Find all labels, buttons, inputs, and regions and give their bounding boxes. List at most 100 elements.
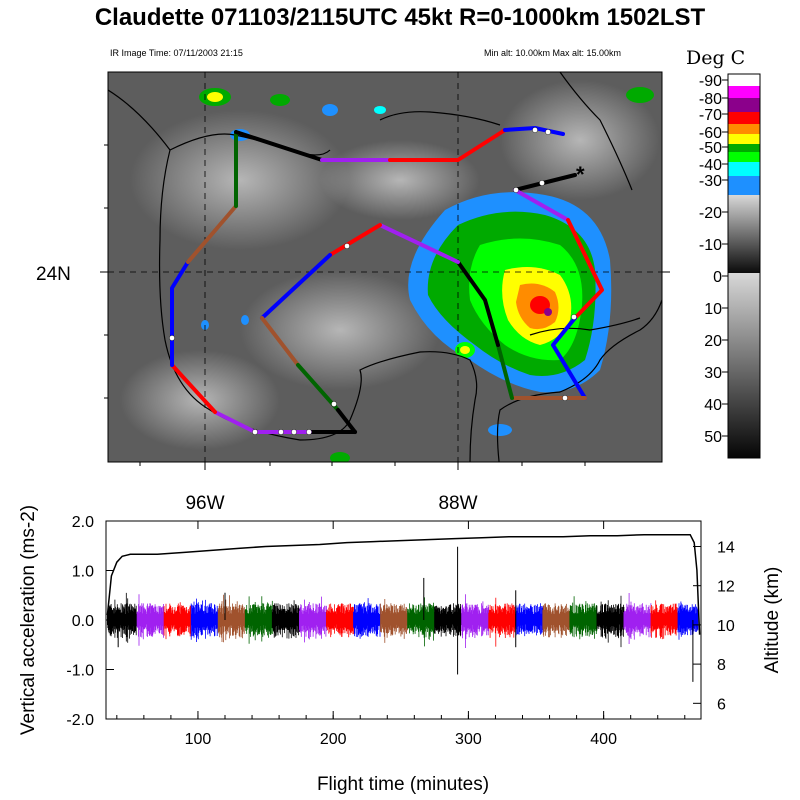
altitude-range: Min alt: 10.00km Max alt: 15.00km (484, 48, 622, 58)
colorbar-label: 50 (704, 429, 722, 446)
colorbar-swatch (728, 144, 760, 152)
acceleration-segment (136, 594, 165, 646)
acceleration-segment (407, 597, 435, 647)
dropsonde-point (252, 429, 258, 435)
x-tick-label: 300 (455, 731, 482, 748)
y-right-tick-label: 12 (717, 579, 735, 596)
acceleration-trace (515, 603, 544, 637)
acceleration-segment (434, 603, 462, 637)
dropsonde-point (532, 127, 538, 133)
acceleration-segment (271, 600, 300, 639)
acceleration-segment (461, 594, 489, 648)
colorbar-label: -60 (699, 125, 722, 142)
colorbar-label: 0 (713, 269, 722, 286)
track-leg (260, 253, 332, 320)
acceleration-trace (542, 603, 571, 638)
colorbar-label: -30 (699, 173, 722, 190)
acceleration-segment (353, 598, 381, 639)
track-leg (456, 260, 500, 347)
x-axis-label: Flight time (minutes) (317, 774, 489, 795)
colorbar-swatch (728, 134, 760, 144)
track-leg (336, 408, 357, 434)
colorbar-swatch (728, 112, 760, 124)
flight-dropsondes (169, 127, 577, 435)
colorbar-swatch (728, 176, 760, 195)
y-tick-label: 2.0 (72, 514, 94, 531)
map-frame (107, 71, 663, 463)
x-tick-label: 100 (185, 731, 212, 748)
cloud-area (240, 270, 440, 390)
x-tick-label: 400 (590, 731, 617, 748)
colorbar-label: -70 (699, 107, 722, 124)
altitude-line (106, 533, 701, 635)
track-leg (513, 188, 570, 222)
acceleration-segment (623, 593, 652, 644)
dropsonde-point (331, 401, 337, 407)
colorbar-frame (727, 73, 761, 459)
acceleration-trace (596, 595, 625, 648)
lon-label: 88W (438, 493, 477, 514)
dropsonde-point (344, 243, 350, 249)
flight-track (170, 126, 604, 434)
acceleration-segment (299, 596, 327, 643)
acceleration-trace (650, 600, 679, 640)
acceleration-trace (190, 598, 219, 642)
colorbar-swatch (728, 124, 760, 134)
acceleration-trace (163, 602, 192, 640)
track-leg (496, 343, 514, 400)
track-leg (388, 128, 507, 162)
colorbar-label: -50 (699, 140, 722, 157)
dropsonde-point (306, 429, 312, 435)
acceleration-segment (326, 603, 354, 638)
acceleration-segment (596, 595, 625, 648)
acceleration-trace (623, 593, 652, 644)
colorbar-label: 40 (704, 397, 722, 414)
colorbar-label: -80 (699, 91, 722, 108)
colorbar-title: Deg C (686, 47, 745, 69)
colorbar-label: -90 (699, 73, 722, 90)
cloud-area (500, 80, 660, 200)
lon-label: 96W (185, 493, 224, 514)
y-tick-label: 1.0 (72, 564, 94, 581)
colorbar-label: -20 (699, 205, 722, 222)
cloud-cells (199, 87, 654, 462)
acceleration-trace (488, 597, 517, 647)
acceleration-trace (107, 592, 138, 643)
track-leg (566, 218, 604, 320)
acceleration-segment (488, 597, 517, 647)
acceleration-series (107, 546, 699, 682)
track-leg (234, 130, 324, 162)
acceleration-segment (107, 592, 138, 643)
acceleration-trace (326, 603, 354, 638)
acceleration-trace (434, 603, 462, 637)
dropsonde-point (278, 429, 284, 435)
cloud-area (130, 110, 350, 250)
acceleration-trace (461, 594, 489, 648)
acceleration-trace (407, 597, 435, 647)
track-leg (513, 173, 577, 192)
acceleration-segment (217, 594, 246, 643)
y-tick-label: -1.0 (66, 663, 94, 680)
acceleration-segment (542, 603, 571, 638)
dropsonde-point (169, 335, 175, 341)
y-right-tick-label: 6 (717, 696, 726, 713)
acceleration-trace (244, 596, 273, 644)
acceleration-trace (217, 594, 246, 643)
ir-image-time: IR Image Time: 07/11/2003 21:15 (110, 48, 243, 58)
acceleration-trace (299, 596, 327, 643)
acceleration-segment (650, 600, 679, 640)
colorbar: Deg C -90-80-70-60-50-40-30 -20 -10 0 10 20 30… (686, 47, 761, 459)
colorbar-label: 10 (704, 301, 722, 318)
colorbar-swatch (728, 152, 760, 162)
y-right-tick-label: 14 (717, 539, 735, 556)
acceleration-segment (677, 601, 699, 640)
page-title: Claudette 071103/2115UTC 45kt R=0-1000km… (94, 4, 706, 31)
x-tick-label: 200 (320, 731, 347, 748)
track-leg (328, 223, 382, 257)
acceleration-trace (136, 594, 165, 646)
dropsonde-point (571, 314, 577, 320)
y-tick-label: -2.0 (66, 712, 94, 729)
cloud-area (120, 350, 280, 450)
colorbar-gray-ramp (728, 273, 760, 458)
